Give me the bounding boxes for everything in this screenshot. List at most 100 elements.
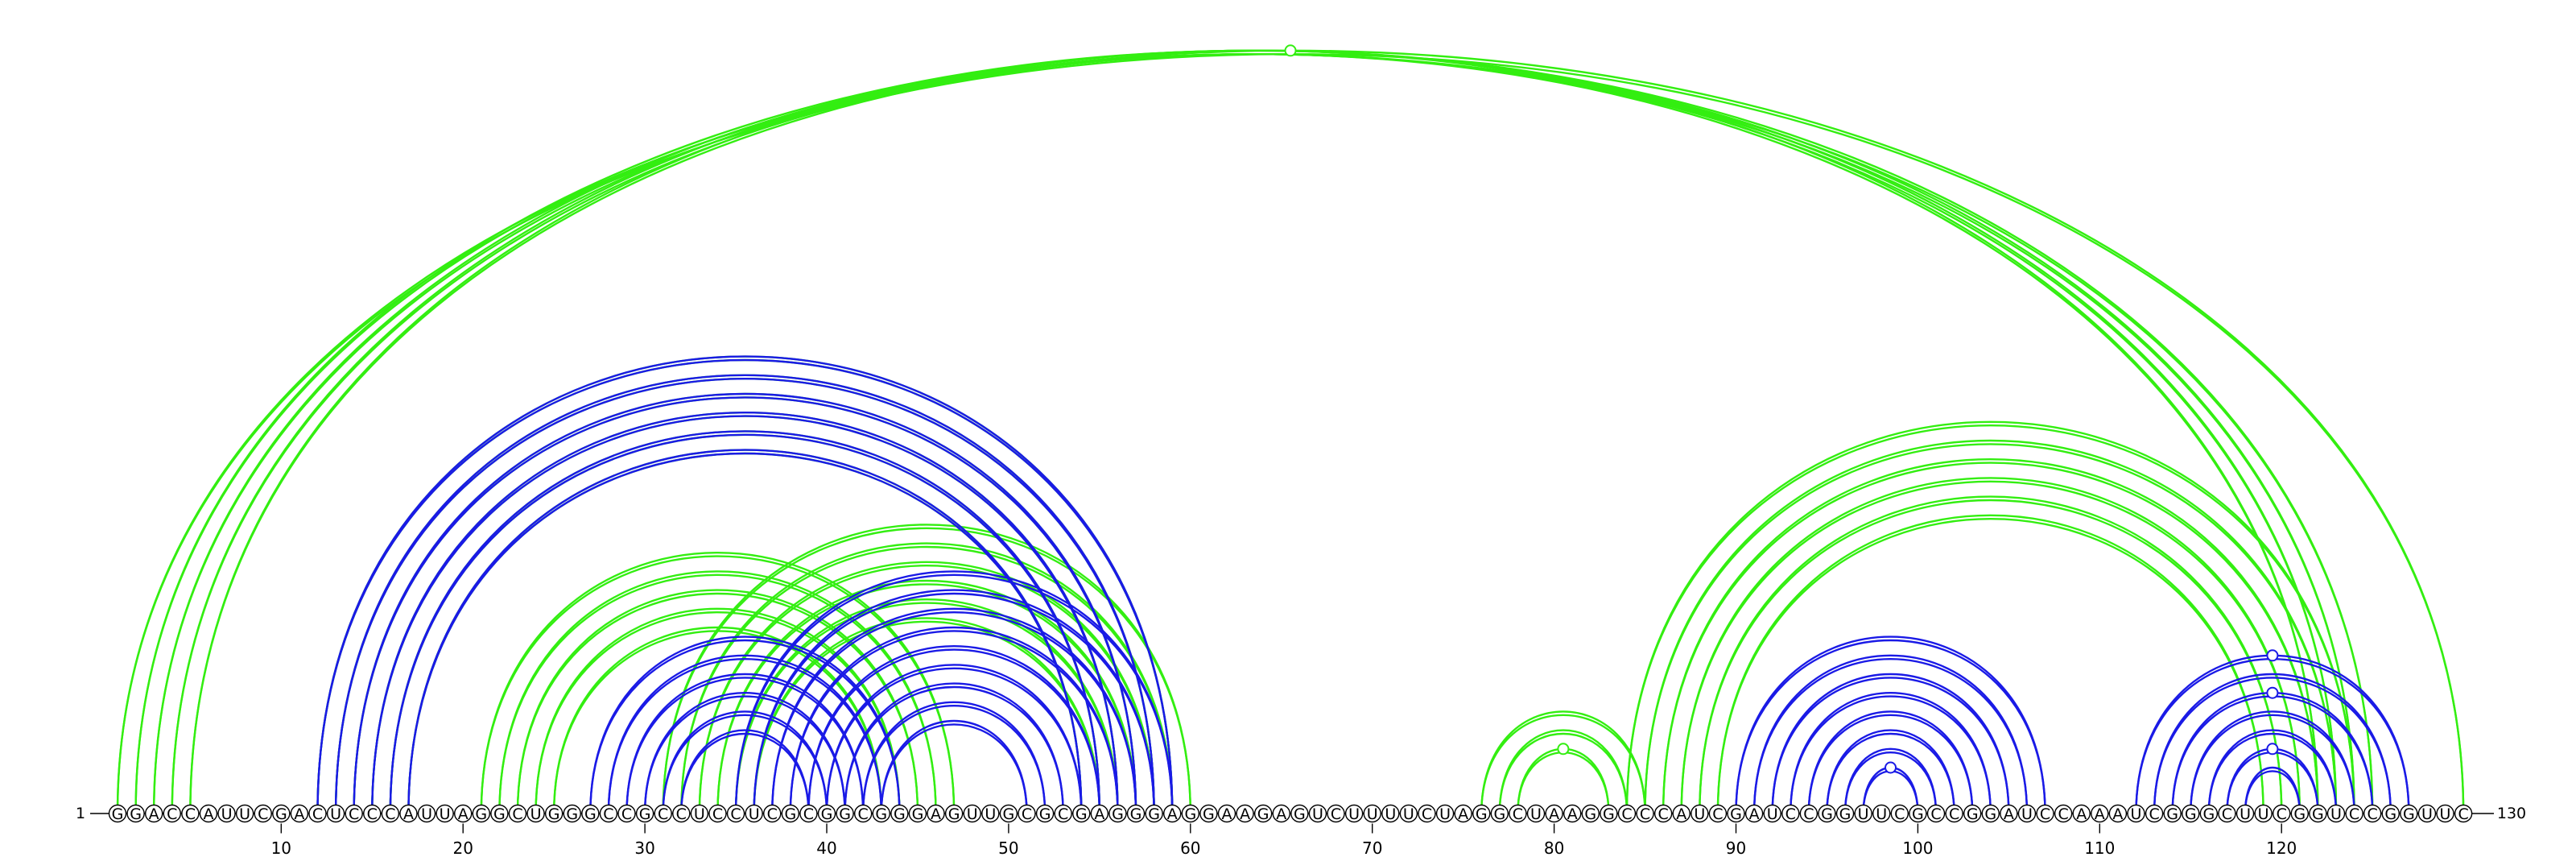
nucleotide-letter-15: C [367,805,378,823]
nucleotide-circle-112 [2127,804,2145,823]
tick-label-110: 110 [2084,838,2115,857]
nucleotide-letter-46: A [931,805,941,823]
nucleotide-circle-22 [490,804,509,823]
nucleotide-circle-78 [1509,804,1527,823]
nucleotide-circle-87 [1672,804,1690,823]
nucleotide-121: G [2290,804,2310,823]
nucleotide-95: G [1818,804,1836,823]
nucleotide-letter-89: C [1712,805,1723,823]
nucleotide-39: C [799,804,818,823]
nucleotide-letter-126: G [2384,805,2396,823]
nucleotide-circle-43 [872,804,890,823]
green-hairpin-marker-78-83 [1557,743,1570,756]
nucleotide-circle-120 [2273,804,2291,823]
nucleotide-circle-65 [1272,804,1290,823]
nucleotide-circle-79 [1526,804,1546,823]
blue-hairpin-marker-114-125 [2266,686,2279,699]
nucleotide-letter-129: U [2440,805,2451,823]
nucleotide-circle-37 [763,804,782,823]
blue-arc-41-53-line-2 [844,682,1064,814]
green-arc-32-59-line-2 [680,542,1174,814]
nucleotide-2: G [126,804,145,823]
blue-arc-39-55-line-2 [807,645,1101,814]
nucleotide-letter-122: G [2312,805,2324,823]
nucleotide-65: A [1272,804,1290,823]
green-arc-23-45-line-2 [516,589,919,814]
nucleotide-circle-2 [126,804,145,823]
nucleotide-58: G [1145,804,1163,823]
nucleotide-circle-41 [836,804,854,823]
blue-arc-17-54-line-2 [407,449,1083,814]
nucleotide-letter-76: G [1476,805,1488,823]
tick-label-40: 40 [816,838,836,857]
nucleotide-26: G [563,804,581,823]
tick-label-80: 80 [1544,838,1564,857]
nucleotide-letter-79: U [1530,805,1542,823]
nucleotide-letter-116: G [2202,805,2215,823]
nucleotide-letter-109: A [2076,805,2087,823]
blue-arc-40-54-line-2 [825,664,1083,814]
nucleotide-letter-66: G [1294,805,1306,823]
nucleotide-71: U [1381,804,1400,823]
green-arc-1-130-line-1 [116,52,2465,814]
nucleotide-letter-49: U [985,805,996,823]
green-arc-34-57-line-1 [716,583,1137,814]
nucleotide-circle-83 [1600,804,1618,823]
nucleotide-129: U [2436,804,2454,823]
nucleotide-122: G [2309,804,2327,823]
nucleotide-8: U [235,804,254,823]
nucleotide-letter-53: C [1058,805,1068,823]
green-arc-76-85-line-2 [1480,710,1646,814]
nucleotide-circle-33 [690,804,709,823]
nucleotide-112: U [2127,804,2145,823]
nucleotide-circle-45 [908,804,927,823]
nucleotide-circle-124 [2345,804,2363,823]
nucleotide-letter-91: A [1749,805,1760,823]
blue-arc-41-53-line-1 [844,686,1064,814]
nucleotide-letter-62: A [1221,805,1232,823]
tick-label-60: 60 [1180,838,1200,857]
nucleotide-letter-2: G [130,805,142,823]
blue-arc-29-42-line-2 [625,673,865,814]
blue-arc-14-57-line-2 [353,393,1137,814]
green-arc-24-44-line-2 [535,607,901,814]
nucleotide-letter-105: A [2004,805,2014,823]
tick-label-120: 120 [2266,838,2297,857]
nucleotide-circle-44 [890,804,909,823]
nucleotide-letter-96: G [1839,805,1852,823]
nucleotide-letter-7: U [221,805,233,823]
nucleotide-circle-53 [1054,804,1072,823]
nucleotide-35: C [726,804,745,823]
blue-arc-31-40-line-2 [662,710,828,814]
nucleotide-letter-40: G [821,805,833,823]
nucleotide-76: G [1472,804,1491,823]
nucleotide-circle-47 [944,804,964,823]
nucleotide-circle-76 [1472,804,1491,823]
nucleotide-75: A [1454,804,1472,823]
nucleotide-18: U [417,804,436,823]
nucleotide-circle-49 [981,804,1000,823]
nucleotide-circle-30 [635,804,654,823]
nucleotide-letter-43: G [875,805,887,823]
nucleotide-114: G [2163,804,2182,823]
blue-arc-13-58-line-1 [334,378,1155,814]
nucleotide-87: A [1672,804,1690,823]
nucleotide-20: A [454,804,473,823]
nucleotide-letter-4: C [167,805,177,823]
green-arc-3-124-line-2 [152,49,2355,814]
nucleotide-circle-111 [2108,804,2128,823]
nucleotide-circle-13 [326,804,345,823]
nucleotide-circle-128 [2417,804,2437,823]
nucleotide-letter-24: U [530,805,542,823]
nucleotide-letter-104: G [1984,805,1996,823]
nucleotide-circle-98 [1872,804,1891,823]
nucleotide-letter-64: G [1257,805,1269,823]
nucleotide-97: U [1854,804,1872,823]
nucleotide-127: G [2400,804,2418,823]
nucleotide-16: C [381,804,400,823]
nucleotide-letter-25: G [548,805,560,823]
nucleotide-letter-74: U [1439,805,1451,823]
nucleotide-letter-115: G [2185,805,2197,823]
nucleotide-circle-58 [1145,804,1163,823]
